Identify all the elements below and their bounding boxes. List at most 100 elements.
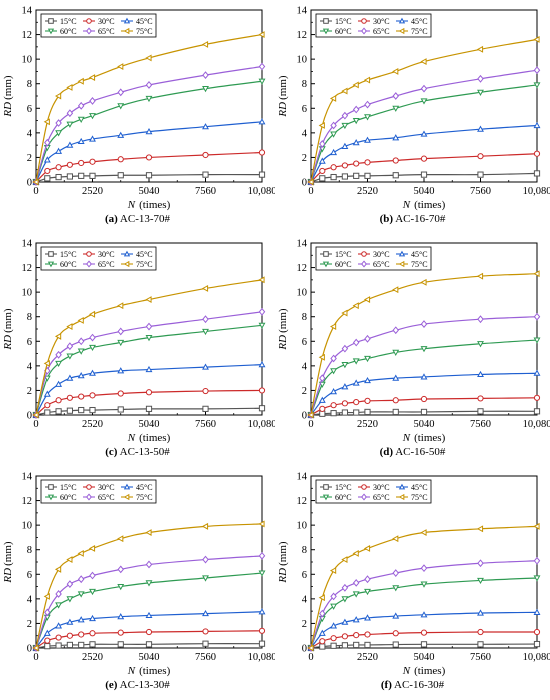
y-tick-label: 10 xyxy=(297,55,308,66)
data-point xyxy=(55,408,62,415)
x-tick-label: 5040 xyxy=(414,186,435,197)
caption-a: (a) AC-13-70# xyxy=(0,213,275,225)
legend-marker xyxy=(123,27,130,35)
caption-name: AC-13-30# xyxy=(117,679,170,691)
data-point xyxy=(202,151,209,159)
data-point xyxy=(77,116,85,123)
legend-label: 75°C xyxy=(136,260,153,269)
data-point xyxy=(533,369,541,376)
data-point xyxy=(364,588,371,596)
data-point xyxy=(341,409,349,416)
legend-label: 15°C xyxy=(60,17,77,26)
data-point xyxy=(307,411,314,419)
data-point xyxy=(117,172,124,179)
chart-panel-b: 0 2 4 6 8 10 12 14 0 2520 5040 7560 10,080 N (times) RD… xyxy=(275,0,550,233)
y-tick-label: 12 xyxy=(297,30,308,41)
legend-item-45: 45°C xyxy=(396,17,428,26)
data-point xyxy=(117,629,124,636)
data-point xyxy=(55,119,62,127)
data-point xyxy=(330,642,337,649)
y-tick-label: 10 xyxy=(22,55,33,66)
y-axis-label: RD (mm) xyxy=(2,75,14,117)
x-tick-label: 5040 xyxy=(139,419,160,430)
caption-b: (b) AC-16-70# xyxy=(275,213,550,225)
data-point xyxy=(258,31,265,39)
data-point xyxy=(533,150,541,157)
series-15 xyxy=(307,408,541,419)
legend-item-30: 30°C xyxy=(358,483,390,492)
chart-panel-f: 0 2 4 6 8 10 12 14 0 2520 5040 7560 10,080 N (times) RD… xyxy=(275,466,550,699)
series-line-45 xyxy=(35,611,263,649)
series-line-15 xyxy=(35,643,263,649)
series-line-30 xyxy=(310,631,538,649)
data-point xyxy=(319,643,326,650)
data-point xyxy=(364,355,371,363)
data-point xyxy=(477,341,484,348)
x-axis-label: N (times) xyxy=(402,199,446,211)
data-point xyxy=(392,172,399,179)
data-point xyxy=(258,360,266,368)
data-point xyxy=(364,575,371,584)
y-tick-label: 0 xyxy=(27,178,32,189)
data-point xyxy=(341,400,349,407)
x-tick-label: 10,080 xyxy=(248,419,275,430)
chart-plot-b: 0 2 4 6 8 10 12 14 0 2520 5040 7560 10,080 N (times) RD… xyxy=(277,6,550,212)
data-point xyxy=(202,328,209,336)
y-tick-label: 10 xyxy=(22,288,33,299)
legend-label: 65°C xyxy=(373,27,390,36)
data-point xyxy=(44,402,51,409)
data-point xyxy=(145,580,153,587)
data-point xyxy=(66,641,74,649)
y-axis-var: RD xyxy=(277,335,289,351)
data-point xyxy=(145,81,153,89)
x-tick-label: 2520 xyxy=(82,419,103,430)
data-point xyxy=(202,609,209,617)
y-axis-unit: (mm) xyxy=(2,541,14,566)
y-axis-unit: (mm) xyxy=(277,308,289,333)
y-axis-unit: (mm) xyxy=(277,541,289,566)
caption-name: AC-13-70# xyxy=(117,213,171,225)
data-point xyxy=(477,395,484,402)
data-point xyxy=(55,360,63,368)
data-point xyxy=(420,641,428,648)
series-30 xyxy=(32,627,266,652)
data-point xyxy=(329,95,337,102)
y-tick-label: 2 xyxy=(27,619,32,630)
legend-item-65: 65°C xyxy=(83,27,115,36)
legend-item-75: 75°C xyxy=(121,493,153,502)
data-point xyxy=(477,628,484,636)
data-point xyxy=(364,136,371,143)
data-point xyxy=(330,368,338,375)
data-point xyxy=(117,339,125,347)
data-point xyxy=(392,67,399,75)
data-point xyxy=(77,591,85,598)
data-point xyxy=(318,594,325,602)
data-point xyxy=(341,142,349,149)
data-point xyxy=(330,388,338,395)
data-point xyxy=(117,641,124,648)
data-point xyxy=(533,556,541,565)
y-tick-label: 4 xyxy=(302,361,308,372)
series-line-30 xyxy=(310,397,538,416)
data-point xyxy=(392,612,400,619)
data-point xyxy=(66,394,74,401)
series-75 xyxy=(32,520,265,652)
data-point xyxy=(78,631,85,638)
data-point xyxy=(353,409,360,416)
legend-item-30: 30°C xyxy=(83,250,115,259)
data-point xyxy=(66,161,74,168)
data-point xyxy=(364,641,371,649)
data-point xyxy=(145,154,153,161)
data-point xyxy=(330,410,337,417)
data-point xyxy=(352,358,360,365)
data-point xyxy=(258,171,266,178)
data-point xyxy=(258,570,266,577)
data-point xyxy=(78,641,85,649)
data-point xyxy=(55,642,62,649)
x-tick-label: 2520 xyxy=(357,419,378,430)
data-point xyxy=(364,334,371,343)
legend-marker xyxy=(86,260,92,268)
x-tick-label: 2520 xyxy=(82,652,103,663)
series-line-15 xyxy=(35,407,263,416)
data-point xyxy=(353,160,360,167)
